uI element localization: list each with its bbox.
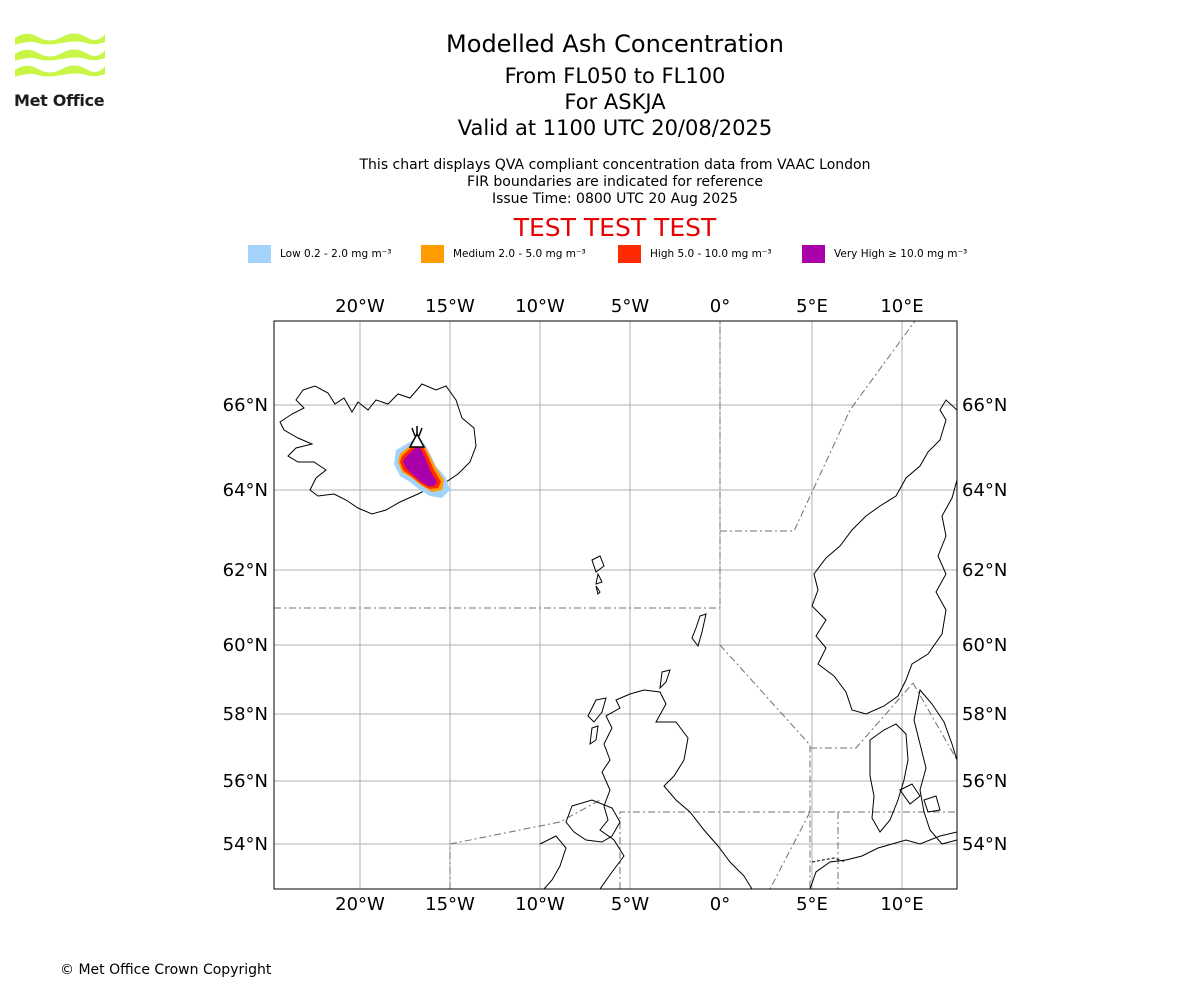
lon-label: 20°W <box>335 296 385 317</box>
lon-label: 5°E <box>796 296 828 317</box>
latitude-labels-right: 66°N 64°N 62°N 60°N 58°N 56°N 54°N <box>962 395 1007 855</box>
legend-swatch-medium <box>421 245 444 263</box>
shetland-islands <box>691 613 707 648</box>
norway-coast <box>811 399 957 715</box>
faroe-islands <box>591 555 605 595</box>
lat-label: 60°N <box>223 635 268 656</box>
lat-label: 66°N <box>962 395 1007 416</box>
lon-label: 5°W <box>611 894 649 915</box>
legend-item-high: High 5.0 - 10.0 mg m⁻³ <box>618 244 772 264</box>
latitude-labels-left: 66°N 64°N 62°N 60°N 58°N 56°N 54°N <box>223 395 268 855</box>
legend-label-very-high: Very High ≥ 10.0 mg m⁻³ <box>834 248 968 260</box>
map-area <box>274 321 957 889</box>
lon-label: 5°W <box>611 296 649 317</box>
legend-swatch-high <box>618 245 641 263</box>
graticule <box>274 321 957 889</box>
lat-label: 56°N <box>223 771 268 792</box>
legend-item-medium: Medium 2.0 - 5.0 mg m⁻³ <box>421 244 586 264</box>
lon-label: 0° <box>710 894 730 915</box>
met-office-wave-icon <box>15 33 105 77</box>
lon-label: 20°W <box>335 894 385 915</box>
iceland-coast <box>279 383 477 515</box>
lon-label: 0° <box>710 296 730 317</box>
legend-swatch-very-high <box>802 245 825 263</box>
lat-label: 54°N <box>223 834 268 855</box>
legend-swatch-low <box>248 245 271 263</box>
lat-label: 54°N <box>962 834 1007 855</box>
copyright-notice: © Met Office Crown Copyright <box>60 962 272 978</box>
legend-item-low: Low 0.2 - 2.0 mg m⁻³ <box>248 244 391 264</box>
lat-label: 66°N <box>223 395 268 416</box>
lat-label: 58°N <box>223 704 268 725</box>
coastlines <box>279 383 957 889</box>
sweden-coast <box>913 688 957 845</box>
legend-label-high: High 5.0 - 10.0 mg m⁻³ <box>650 248 772 260</box>
great-britain-coast <box>599 689 753 889</box>
lon-label: 15°W <box>425 296 475 317</box>
legend-label-low: Low 0.2 - 2.0 mg m⁻³ <box>280 248 392 260</box>
flight-level-range: From FL050 to FL100 <box>504 64 726 88</box>
description-line: This chart displays QVA compliant concen… <box>359 157 871 173</box>
outer-hebrides <box>587 697 607 746</box>
issue-time: Issue Time: 0800 UTC 20 Aug 2025 <box>491 191 739 207</box>
lat-label: 62°N <box>223 560 268 581</box>
lon-label: 10°E <box>880 894 923 915</box>
longitude-labels-top: 20°W 15°W 10°W 5°W 0° 5°E 10°E <box>335 296 923 317</box>
legend-label-medium: Medium 2.0 - 5.0 mg m⁻³ <box>453 248 586 260</box>
volcano-name: For ASKJA <box>564 90 666 114</box>
longitude-labels-bottom: 20°W 15°W 10°W 5°W 0° 5°E 10°E <box>335 894 923 915</box>
met-office-logo: Met Office <box>14 28 110 114</box>
fir-boundaries <box>274 321 957 889</box>
lat-label: 62°N <box>962 560 1007 581</box>
logo-text: Met Office <box>14 91 105 110</box>
chart-title: Modelled Ash Concentration <box>446 30 784 58</box>
continent-coast <box>809 831 957 889</box>
test-banner: TEST TEST TEST <box>513 213 717 242</box>
map-frame <box>273 320 958 890</box>
valid-time: Valid at 1100 UTC 20/08/2025 <box>457 116 773 140</box>
lat-label: 64°N <box>223 480 268 501</box>
denmark-coast <box>869 723 909 833</box>
ash-cloud-very-high <box>403 446 437 486</box>
volcano-icon <box>408 426 426 448</box>
lon-label: 10°W <box>515 296 565 317</box>
lon-label: 15°W <box>425 894 475 915</box>
lat-label: 58°N <box>962 704 1007 725</box>
lat-label: 64°N <box>962 480 1007 501</box>
fir-note: FIR boundaries are indicated for referen… <box>467 174 763 190</box>
ash-cloud <box>394 436 450 498</box>
lon-label: 10°E <box>880 296 923 317</box>
lon-label: 10°W <box>515 894 565 915</box>
ireland-coast <box>539 799 621 889</box>
lat-label: 56°N <box>962 771 1007 792</box>
lat-label: 60°N <box>962 635 1007 656</box>
lon-label: 5°E <box>796 894 828 915</box>
legend-item-very-high: Very High ≥ 10.0 mg m⁻³ <box>802 244 967 264</box>
